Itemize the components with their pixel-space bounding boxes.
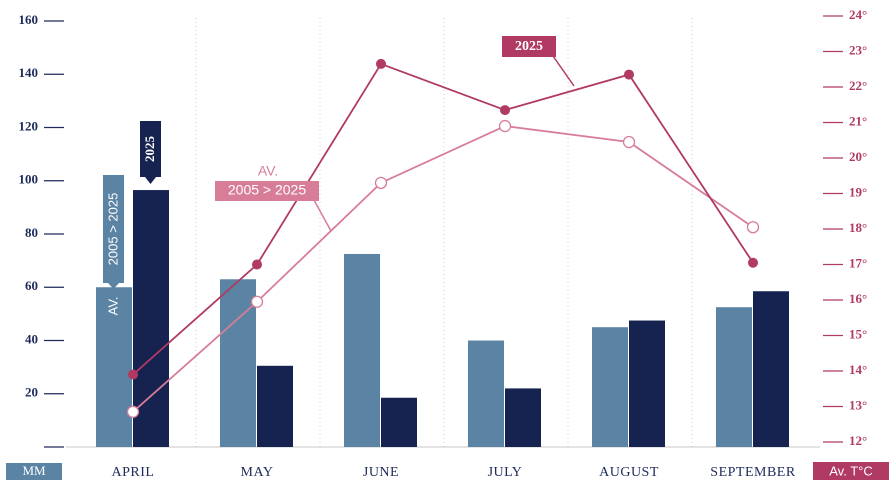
bar [344,253,380,447]
y2-tick-label: 19° [849,184,867,199]
bar [468,340,504,447]
y2-tick-label: 22° [849,78,867,93]
y2-tick-label: 16° [849,291,867,306]
y2-tick-label: 12° [849,433,867,448]
annotation-box [502,36,556,57]
y2-tick-label: 21° [849,113,867,128]
annotation-arrow [108,283,119,289]
bar [505,388,541,447]
bar [629,320,665,447]
x-tick-label: JULY [488,465,523,480]
point [498,119,512,133]
point [624,69,634,80]
point [374,176,388,190]
annotation-box [103,175,124,283]
y-tick-label: 20 [25,385,38,400]
point [500,105,510,116]
line [132,62,754,376]
y-label: MM [22,463,46,478]
y2-tick-label: 23° [849,42,867,57]
bar [96,287,132,447]
point [126,405,140,418]
y2-label: Av. T°C [829,463,873,478]
x-tick-label: SEPTEMBER [710,465,796,480]
y-tick-label: 140 [19,65,39,80]
point [622,135,636,149]
annotation: 2025 [515,39,543,54]
y-tick-label: 160 [19,12,39,27]
bar [133,190,169,447]
annotation: AV. [105,297,120,316]
annotation: 2005 > 2025 [228,182,306,198]
y-label-box [6,463,62,480]
point [250,295,264,308]
annotation-box [215,181,319,201]
y-tick-label: 60 [25,278,38,293]
y2-label-box [813,462,889,480]
bar [381,397,417,447]
x-tick-label: AUGUST [599,465,659,480]
y2-tick-label: 24° [849,7,867,22]
point [128,369,138,380]
y-tick-label: 120 [19,118,39,133]
bar [716,307,752,447]
annotation: AV. [258,163,278,179]
point [748,257,758,268]
y-tick-label: 40 [25,331,38,346]
y2-tick-label: 14° [849,362,867,377]
y2-tick-label: 13° [849,397,867,412]
y2-tick-label: 20° [849,149,867,164]
annotation: 2005 > 2025 [105,193,120,266]
bar [753,291,789,447]
point [746,221,760,234]
line [132,125,754,413]
bar [257,365,293,447]
point [252,259,262,270]
annotation-pointer [313,199,332,232]
x-tick-label: APRIL [112,465,155,480]
annotation-pointer [552,55,575,87]
x-tick-label: MAY [241,465,274,480]
annotation: 2025 [142,136,157,163]
y-tick-label: 100 [19,172,39,187]
y2-tick-label: 15° [849,326,867,341]
y2-tick-label: 18° [849,220,867,235]
y2-tick-label: 17° [849,255,867,270]
annotation-arrow [145,177,156,184]
annotation-box [140,121,161,177]
x-tick-label: JUNE [363,465,399,480]
bar [220,279,256,447]
y-tick-label: 80 [25,225,38,240]
point [376,58,386,69]
bar [592,327,628,447]
